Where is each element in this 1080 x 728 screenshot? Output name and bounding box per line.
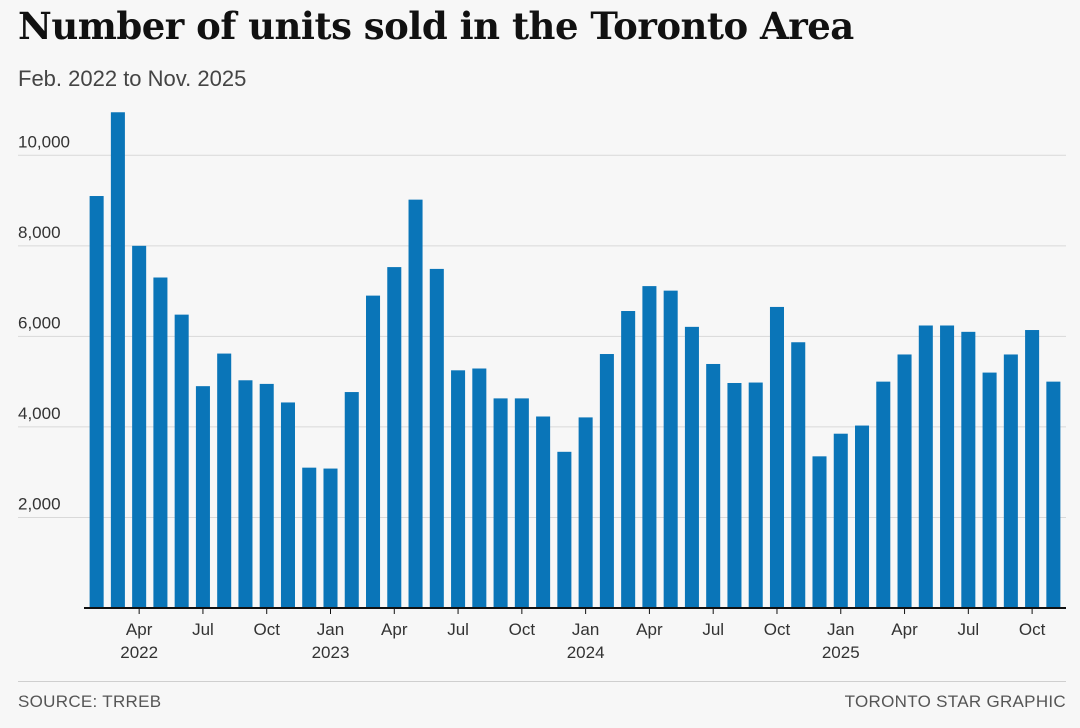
y-tick-label: 8,000 [18,223,61,242]
bar-nov-2025 [1046,381,1061,608]
bar-sep-2025 [1003,354,1018,608]
x-tick-month: Jan [827,620,854,639]
bar-apr-2023 [387,267,402,608]
bar-may-2022 [153,277,168,608]
bar-feb-2023 [344,392,359,608]
x-tick-month: Oct [1019,620,1046,639]
bar-may-2024 [663,290,678,608]
chart-subtitle: Feb. 2022 to Nov. 2025 [18,66,247,91]
graphic-credit: TORONTO STAR GRAPHIC [844,692,1066,711]
bar-dec-2023 [557,451,572,608]
x-tick-month: Jul [702,620,724,639]
bar-jun-2023 [429,268,444,608]
bar-aug-2023 [472,368,487,608]
bar-oct-2022 [259,383,274,608]
bar-mar-2025 [876,381,891,608]
bars [89,112,1061,608]
chart-title: Number of units sold in the Toronto Area [18,4,854,48]
bar-aug-2022 [217,353,232,608]
bar-sep-2022 [238,380,253,608]
x-tick-month: Oct [509,620,536,639]
y-tick-label: 4,000 [18,404,61,423]
x-tick-month: Apr [636,620,663,639]
bar-dec-2022 [302,467,317,608]
x-tick-month: Jul [957,620,979,639]
x-tick-month: Apr [126,620,153,639]
bar-jul-2025 [961,331,976,608]
bar-chart: 2,000 4,000 6,000 8,000 10,000 Apr 2022 Jul Oct… [18,112,1066,662]
bar-feb-2022 [89,196,104,608]
source-note: SOURCE: TRREB [18,692,162,711]
bar-jul-2022 [195,386,210,608]
y-tick-label: 2,000 [18,494,61,513]
y-tick-label: 10,000 [18,132,70,151]
bar-mar-2022 [110,112,125,608]
bar-nov-2022 [280,402,295,608]
bar-jul-2024 [706,363,721,608]
bar-may-2023 [408,199,423,608]
x-tick-month: Oct [253,620,280,639]
bar-jan-2023 [323,468,338,608]
x-tick-month: Jul [447,620,469,639]
bar-nov-2024 [791,342,806,608]
bar-mar-2024 [621,311,636,608]
y-tick-label: 6,000 [18,313,61,332]
x-tick-year: 2025 [822,643,860,662]
bar-sep-2024 [748,382,763,608]
bar-dec-2024 [812,456,827,608]
bar-aug-2025 [982,372,997,608]
bar-jul-2023 [451,370,466,608]
bar-oct-2024 [769,306,784,608]
bar-oct-2025 [1025,330,1040,608]
x-tick-month: Apr [891,620,918,639]
bar-apr-2022 [132,245,147,608]
bar-oct-2023 [514,398,529,608]
footer-divider [18,681,1066,682]
bar-may-2025 [918,325,933,608]
bar-nov-2023 [536,416,551,608]
bar-aug-2024 [727,382,742,608]
bar-jun-2025 [940,325,955,608]
x-tick-month: Jan [572,620,599,639]
bar-apr-2024 [642,286,657,608]
x-tick-month: Oct [764,620,791,639]
bar-feb-2025 [855,425,870,608]
y-axis-ticks: 2,000 4,000 6,000 8,000 10,000 [18,132,70,513]
x-tick-year: 2023 [312,643,350,662]
x-tick-year: 2024 [567,643,605,662]
bar-sep-2023 [493,398,508,608]
x-axis-ticks: Apr 2022 Jul Oct Jan 2023 Apr Jul Oct Jan 2024 Apr J… [120,608,1046,662]
x-tick-month: Jan [317,620,344,639]
bar-jan-2025 [833,433,848,608]
x-tick-year: 2022 [120,643,158,662]
bar-jun-2024 [684,326,699,608]
bar-jun-2022 [174,314,189,608]
x-tick-month: Apr [381,620,408,639]
bar-feb-2024 [599,354,614,608]
bar-apr-2025 [897,354,912,608]
x-tick-month: Jul [192,620,214,639]
bar-mar-2023 [366,295,381,608]
bar-jan-2024 [578,417,593,608]
